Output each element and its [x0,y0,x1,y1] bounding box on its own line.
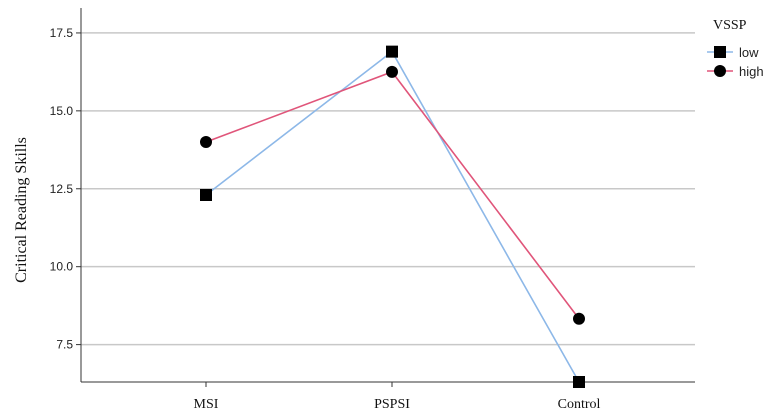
data-point-low [386,45,398,58]
legend-marker-low [714,46,726,58]
x-tick-label: MSI [194,397,219,410]
data-point-high [573,312,585,325]
y-tick-label: 7.5 [56,338,73,352]
data-point-high [200,136,212,149]
x-tick-label: PSPSI [374,397,410,410]
grid-lines [81,32,695,346]
legend-marker-high [714,65,726,77]
y-tick-label: 17.5 [50,26,74,40]
y-tick-labels: 7.5 10.0 12.5 15.0 17.5 [50,26,81,352]
series-group [200,45,585,388]
data-point-low [573,376,585,388]
legend-label-high: high [739,64,764,79]
legend-label-low: low [739,45,759,60]
x-tick-labels: MSI PSPSI Control [194,382,601,410]
data-point-low [200,189,212,201]
legend: VSSP low high [707,18,764,79]
data-point-high [386,65,398,78]
y-tick-label: 10.0 [50,260,74,274]
y-tick-label: 12.5 [50,182,74,196]
x-tick-label: Control [558,397,601,410]
y-tick-label: 15.0 [50,104,74,118]
y-axis-label: Critical Reading Skills [13,137,30,283]
series-line-low [205,50,580,383]
legend-title: VSSP [713,18,747,33]
